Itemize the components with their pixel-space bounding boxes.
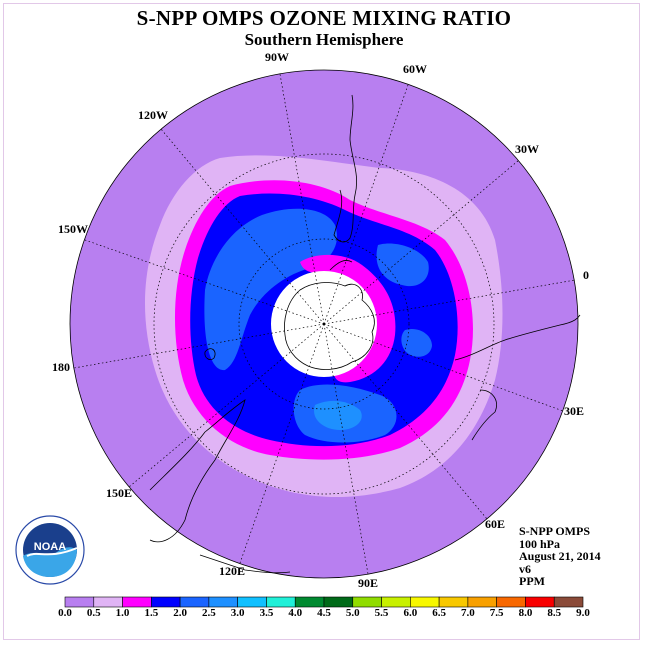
lon-label-90w: 90W	[265, 50, 289, 64]
colorbar-swatch	[553, 596, 584, 608]
lon-label-120e: 120E	[219, 564, 246, 578]
colorbar-tick-label: 2.0	[173, 607, 187, 619]
noaa-logo: NOAA	[15, 515, 85, 585]
colorbar-tick-label: 7.0	[461, 607, 475, 619]
colorbar-swatch	[525, 596, 555, 608]
colorbar-swatch	[381, 596, 411, 608]
info-units: PPM	[519, 574, 545, 588]
colorbar-tick-label: 4.0	[288, 607, 303, 619]
info-instrument: S-NPP OMPS	[519, 524, 590, 538]
colorbar-tick-label: 6.5	[432, 607, 446, 619]
info-date: August 21, 2014	[519, 549, 601, 563]
coast-new-zealand	[204, 348, 216, 360]
lon-label-180: 180	[52, 360, 70, 374]
map-title: S-NPP OMPS OZONE MIXING RATIO	[136, 6, 512, 30]
colorbar-tick-label: 2.5	[202, 607, 216, 619]
colorbar-swatch	[438, 596, 469, 608]
lon-label-30e: 30E	[564, 404, 585, 418]
colorbar-tick-label: 0.0	[58, 607, 72, 619]
coast-southern-africa	[471, 389, 497, 441]
lon-label-90e: 90E	[358, 576, 379, 590]
colorbar-tick-label: 5.0	[345, 607, 360, 619]
colorbar-tick-label: 3.0	[230, 607, 245, 619]
map-subtitle: Southern Hemisphere	[244, 30, 404, 49]
figure-frame	[3, 3, 640, 640]
lon-label-30w: 30W	[515, 142, 539, 156]
colorbar-swatch	[266, 596, 296, 608]
colorbar-swatch	[151, 596, 181, 608]
lon-label-150w: 150W	[58, 222, 88, 236]
colorbar-swatch	[237, 596, 267, 608]
colorbar-tick-label: 7.5	[489, 607, 504, 619]
coast-africa	[454, 314, 581, 361]
lon-label-120w: 120W	[138, 108, 168, 122]
lon-label-60e: 60E	[485, 517, 506, 531]
contour-2-5	[314, 400, 362, 430]
lon-label-60w: 60W	[403, 62, 427, 76]
colorbar-swatch	[93, 596, 123, 608]
contour-inner-ring	[300, 254, 396, 383]
colorbar-swatch	[122, 596, 152, 608]
graticule	[73, 73, 576, 575]
colorbar-tick-label: 8.0	[518, 607, 533, 619]
colorbar-tick-label: 1.0	[115, 607, 130, 619]
contour-2-0-west	[204, 208, 338, 371]
info-level: 100 hPa	[519, 536, 561, 551]
coast-south-america	[333, 94, 358, 243]
colorbar-swatch	[208, 596, 238, 608]
info-block: S-NPP OMPS 100 hPa August 21, 2014 v6 PP…	[519, 525, 601, 588]
colorbar-tick-label: 6.0	[403, 607, 418, 619]
info-version: v6	[519, 561, 531, 576]
colorbar-tick-label: 4.5	[317, 607, 331, 619]
coast-indonesia	[199, 554, 291, 574]
lon-label-150e: 150E	[106, 486, 133, 500]
colorbar-swatch	[323, 596, 354, 608]
contour-2-0-east2	[401, 328, 432, 357]
contour-2-0-east	[376, 243, 429, 287]
colorbar-tick-label: 1.5	[144, 607, 159, 619]
logo-text: NOAA	[34, 541, 66, 553]
colorbar-tick-label: 8.5	[547, 607, 562, 619]
lon-label-0: 0	[583, 268, 589, 282]
pole-marker	[322, 322, 326, 326]
coast-australia	[149, 399, 246, 543]
colorbar-tick-label: 3.5	[259, 607, 274, 619]
colorbar-swatch	[467, 596, 497, 608]
colorbar-tick-label: 0.5	[86, 607, 101, 619]
colorbar	[64, 596, 584, 608]
coastlines	[149, 94, 581, 574]
coast-antarctica	[284, 282, 375, 370]
coast-antarctic-peninsula	[329, 260, 353, 271]
colorbar-tick-label: 5.5	[374, 607, 389, 619]
colorbar-swatch	[410, 596, 440, 608]
colorbar-swatch	[179, 596, 210, 608]
colorbar-tick-label: 9.0	[576, 607, 590, 619]
colorbar-swatch	[352, 596, 382, 608]
colorbar-swatch	[64, 596, 95, 608]
colorbar-swatch	[496, 596, 526, 608]
colorbar-swatch	[294, 596, 325, 608]
